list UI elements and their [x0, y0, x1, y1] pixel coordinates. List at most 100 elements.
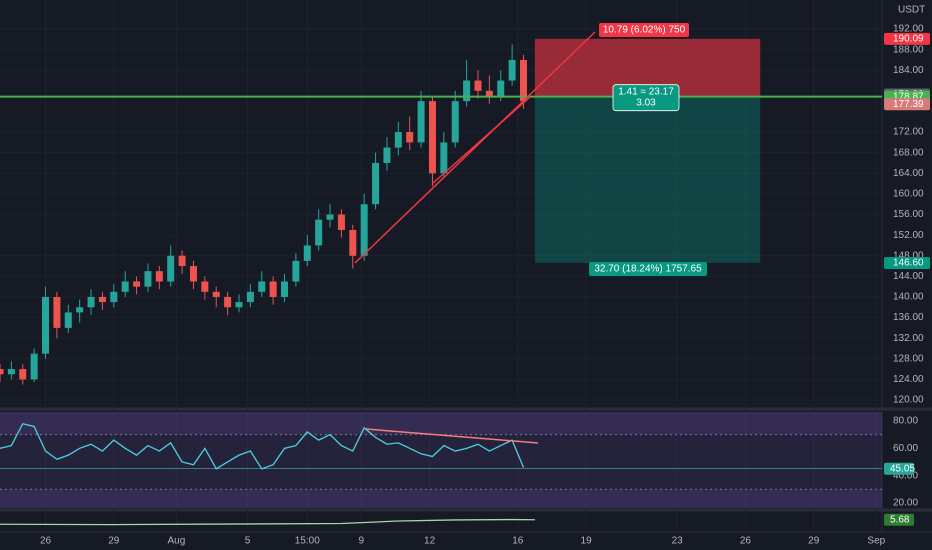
last-value: 45.05 — [890, 463, 915, 474]
x-tick-label: 15:00 — [295, 536, 320, 547]
candle-body — [258, 281, 266, 292]
y-tick-label: 160.00 — [893, 189, 924, 200]
indicator-line — [0, 518, 535, 526]
y-tick-label: 168.00 — [893, 147, 924, 158]
last-value-bg — [884, 462, 914, 475]
price-label: 177.39 — [893, 99, 924, 110]
y-tick-label: 120.00 — [893, 395, 924, 406]
price-label-bg — [884, 256, 930, 269]
candle-body — [520, 59, 528, 102]
y-tick-label: 144.00 — [893, 271, 924, 282]
trend-line — [354, 31, 596, 264]
candle-body — [98, 296, 106, 303]
candle-body — [133, 281, 141, 287]
candle-body — [64, 312, 72, 328]
candle-body — [178, 255, 186, 267]
candle-body — [235, 302, 243, 308]
candle-body — [508, 59, 516, 81]
oversold-fill — [0, 489, 882, 508]
candle-body — [189, 266, 197, 282]
candle-body — [337, 214, 345, 230]
overbought-fill — [0, 412, 882, 435]
x-tick-label: 29 — [108, 536, 120, 547]
rsi-band — [0, 434, 882, 490]
candle-body — [497, 80, 505, 96]
x-tick-label: 29 — [808, 536, 820, 547]
target-label: 32.70 (18.24%) 1757.65 — [594, 264, 702, 275]
candle-body — [292, 260, 300, 282]
x-tick-label: Sep — [867, 536, 885, 547]
ratio-sub: 3.03 — [636, 97, 656, 108]
y-tick-label: 60.00 — [893, 443, 918, 454]
candle-body — [281, 281, 289, 297]
candle-body — [315, 219, 323, 246]
divergence-line — [365, 428, 539, 444]
x-tick-label: 12 — [424, 536, 436, 547]
y-tick-label: 192.00 — [893, 24, 924, 35]
candle-body — [394, 132, 402, 148]
y-tick-label: 156.00 — [893, 209, 924, 220]
candle-body — [372, 162, 380, 205]
candle-body — [19, 369, 27, 380]
x-tick-label: 16 — [512, 536, 524, 547]
candle-body — [87, 296, 95, 308]
candle-body — [485, 90, 493, 96]
price-label-bg — [884, 98, 930, 111]
candle-body — [406, 132, 414, 143]
y-tick-label: 128.00 — [893, 353, 924, 364]
stop-label-bg — [599, 23, 689, 37]
candle-body — [428, 101, 436, 174]
candle-body — [76, 307, 84, 313]
x-tick-label: 26 — [740, 536, 752, 547]
last-value-bg — [884, 513, 914, 526]
candle-body — [144, 271, 152, 287]
candle-body — [451, 101, 459, 143]
candle-body — [474, 80, 482, 91]
candle-body — [246, 291, 254, 303]
y-tick-label: 152.00 — [893, 230, 924, 241]
candle-body — [201, 281, 209, 292]
candle-body — [155, 271, 163, 282]
y-tick-label: 20.00 — [893, 498, 918, 509]
candle-body — [349, 229, 357, 256]
candle-body — [30, 353, 38, 380]
candle-body — [121, 281, 129, 292]
trend-line — [431, 96, 531, 185]
candle-body — [463, 80, 471, 102]
candle-body — [417, 101, 425, 143]
y-tick-label: 140.00 — [893, 292, 924, 303]
candle-body — [0, 369, 4, 375]
y-tick-label: 164.00 — [893, 168, 924, 179]
x-tick-label: 26 — [40, 536, 52, 547]
y-tick-label: 124.00 — [893, 374, 924, 385]
x-tick-label: 23 — [672, 536, 684, 547]
ratio-label-bg — [612, 84, 680, 112]
candle-body — [53, 296, 61, 328]
y-tick-label: 188.00 — [893, 44, 924, 55]
candle-body — [303, 245, 311, 261]
y-tick-label: 184.00 — [893, 65, 924, 76]
x-tick-label: 19 — [581, 536, 593, 547]
x-tick-label: Aug — [168, 536, 186, 547]
candle-body — [42, 296, 50, 354]
y-tick-label: 40.00 — [893, 470, 918, 481]
ratio-label: 1.41 ≈ 23.17 — [618, 86, 674, 97]
candle-body — [326, 214, 334, 220]
candle-body — [110, 291, 118, 303]
last-value: 5.68 — [890, 514, 910, 525]
candle-body — [167, 255, 175, 282]
candle-body — [383, 147, 391, 163]
y-tick-label: 132.00 — [893, 333, 924, 344]
price-label: 146.60 — [893, 258, 924, 269]
target-label-bg — [589, 261, 707, 276]
unit-label: USDT — [898, 5, 925, 16]
price-label-bg — [884, 32, 930, 45]
candle-body — [360, 204, 368, 256]
price-label: 190.09 — [893, 33, 924, 44]
y-tick-label: 136.00 — [893, 312, 924, 323]
y-tick-label: 80.00 — [893, 416, 918, 427]
candle-body — [224, 296, 232, 308]
candle-body — [440, 142, 448, 174]
